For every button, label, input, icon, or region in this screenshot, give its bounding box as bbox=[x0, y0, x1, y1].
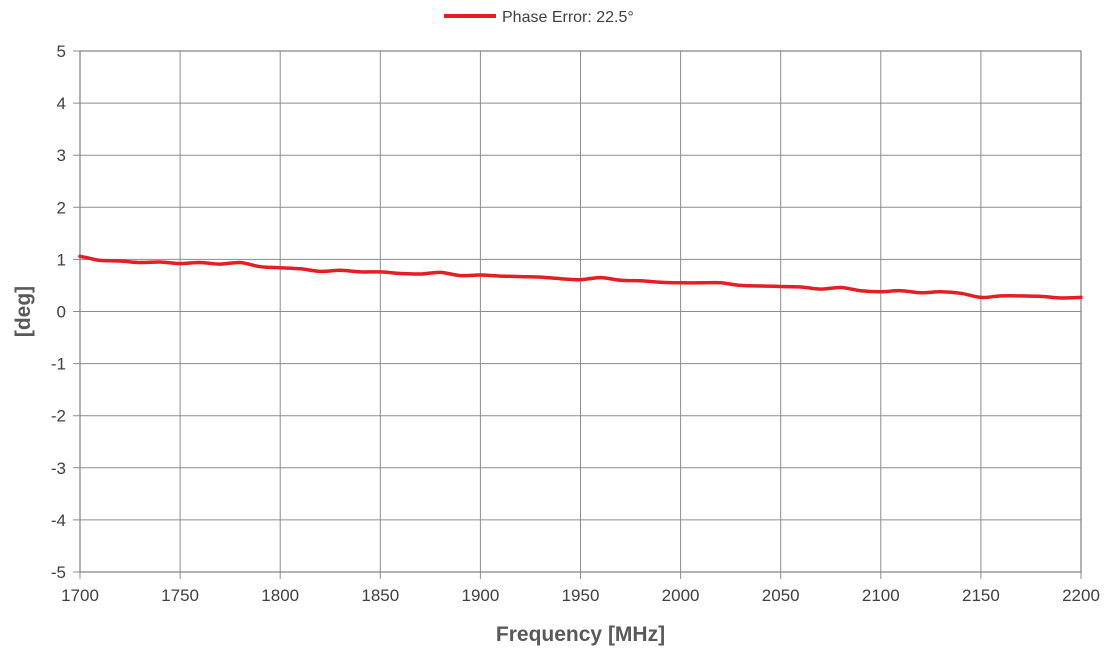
x-tick-label: 1700 bbox=[61, 586, 99, 605]
y-tick-label: 4 bbox=[57, 94, 66, 113]
x-tick-labels: 1700 1750 1800 1850 1900 1950 2000 2050 2100 2150… bbox=[61, 586, 1100, 605]
y-tick-label: -1 bbox=[51, 355, 66, 374]
y-tick-labels: 5 4 3 2 1 0 -1 -2 -3 -4 -5 bbox=[51, 42, 66, 582]
y-tick-label: 3 bbox=[57, 146, 66, 165]
y-tick-label: -3 bbox=[51, 459, 66, 478]
x-tick-label: 1800 bbox=[261, 586, 299, 605]
x-tick-label: 1950 bbox=[562, 586, 600, 605]
y-tick-label: 5 bbox=[57, 42, 66, 61]
y-axis-title: [deg] bbox=[12, 286, 35, 337]
legend-label-phase-error: Phase Error: 22.5° bbox=[502, 9, 634, 26]
y-tick-label: 1 bbox=[57, 250, 66, 269]
plot-area bbox=[79, 50, 1082, 573]
x-tick-label: 2100 bbox=[862, 586, 900, 605]
series-layer bbox=[78, 254, 1083, 300]
series-line-phase-error bbox=[78, 254, 1083, 300]
x-tick-label: 1750 bbox=[161, 586, 199, 605]
x-tick-label: 2000 bbox=[662, 586, 700, 605]
y-tick-label: 2 bbox=[57, 198, 66, 217]
x-tick-label: 1900 bbox=[461, 586, 499, 605]
grid-lines bbox=[73, 50, 1082, 579]
x-tick-label: 2200 bbox=[1062, 586, 1100, 605]
x-tick-label: 2150 bbox=[962, 586, 1000, 605]
y-tick-label: -4 bbox=[51, 511, 66, 530]
x-tick-label: 2050 bbox=[762, 586, 800, 605]
y-tick-label: -5 bbox=[51, 563, 66, 582]
x-tick-label: 1850 bbox=[361, 586, 399, 605]
legend: Phase Error: 22.5° bbox=[444, 9, 634, 26]
y-tick-label: -2 bbox=[51, 407, 66, 426]
x-axis-title: Frequency [MHz] bbox=[496, 623, 665, 646]
y-tick-label: 0 bbox=[57, 303, 66, 322]
